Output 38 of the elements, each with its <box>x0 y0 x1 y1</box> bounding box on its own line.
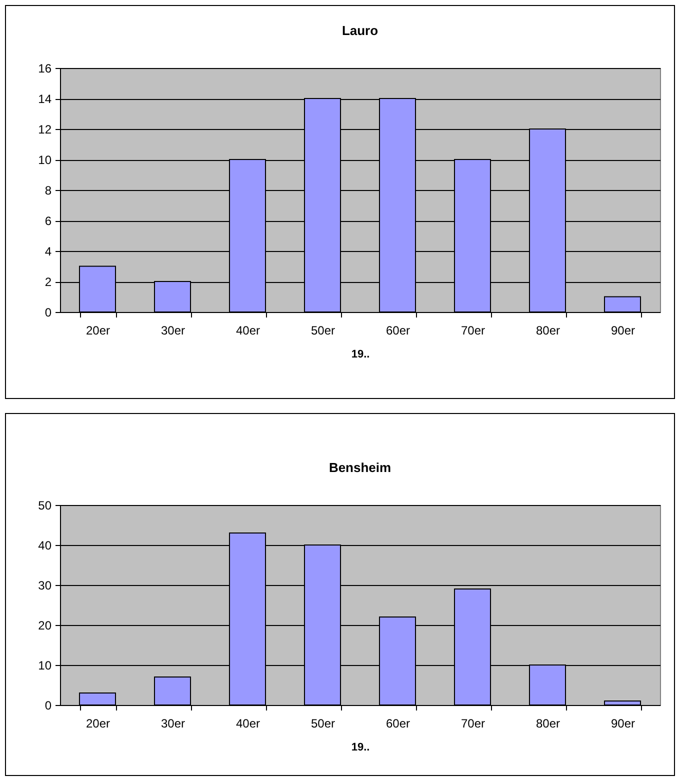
y-tick-label: 20 <box>38 618 52 632</box>
y-tick-label: 40 <box>38 538 52 552</box>
y-tick-label: 2 <box>44 275 52 289</box>
chart-title: Lauro <box>342 23 378 38</box>
x-tick-label: 60er <box>386 324 410 338</box>
y-tick-label: 16 <box>38 62 52 76</box>
y-tick-label: 4 <box>44 244 52 258</box>
x-tick-label: 80er <box>536 324 560 338</box>
y-tick-label: 8 <box>44 184 52 198</box>
x-tick-label: 70er <box>460 324 486 338</box>
y-tick-label: 14 <box>38 92 52 106</box>
x-tick-label: 20er <box>86 324 110 338</box>
x-tick-label: 40er <box>236 324 260 338</box>
bar <box>604 296 641 312</box>
y-tick-label: 10 <box>38 658 52 672</box>
y-tick-label: 6 <box>44 214 52 228</box>
x-tick-label: 50er <box>310 324 336 338</box>
bar <box>154 676 191 706</box>
x-tick-label: 90er <box>610 324 636 338</box>
y-tick-label: 10 <box>38 153 52 167</box>
x-tick-label: 30er <box>160 324 186 338</box>
x-tick-label: 30er <box>160 716 186 730</box>
y-tick-label: 0 <box>44 698 52 712</box>
y-tick-label: 30 <box>38 578 52 592</box>
y-tick-label: 12 <box>38 122 52 136</box>
x-tick-label: 60er <box>386 716 410 730</box>
x-axis-title: 19.. <box>351 742 370 754</box>
x-axis-title: 19.. <box>351 348 370 360</box>
x-tick-label: 50er <box>310 716 336 730</box>
bar <box>604 700 641 706</box>
y-tick-label: 50 <box>38 498 52 512</box>
x-tick-label: 20er <box>86 716 110 730</box>
x-tick-label: 90er <box>610 716 636 730</box>
x-tick-label: 40er <box>236 716 260 730</box>
y-tick-label: 0 <box>44 306 52 320</box>
x-tick-label: 70er <box>460 716 486 730</box>
chart-title: Bensheim <box>328 460 392 475</box>
x-tick-label: 80er <box>536 716 560 730</box>
